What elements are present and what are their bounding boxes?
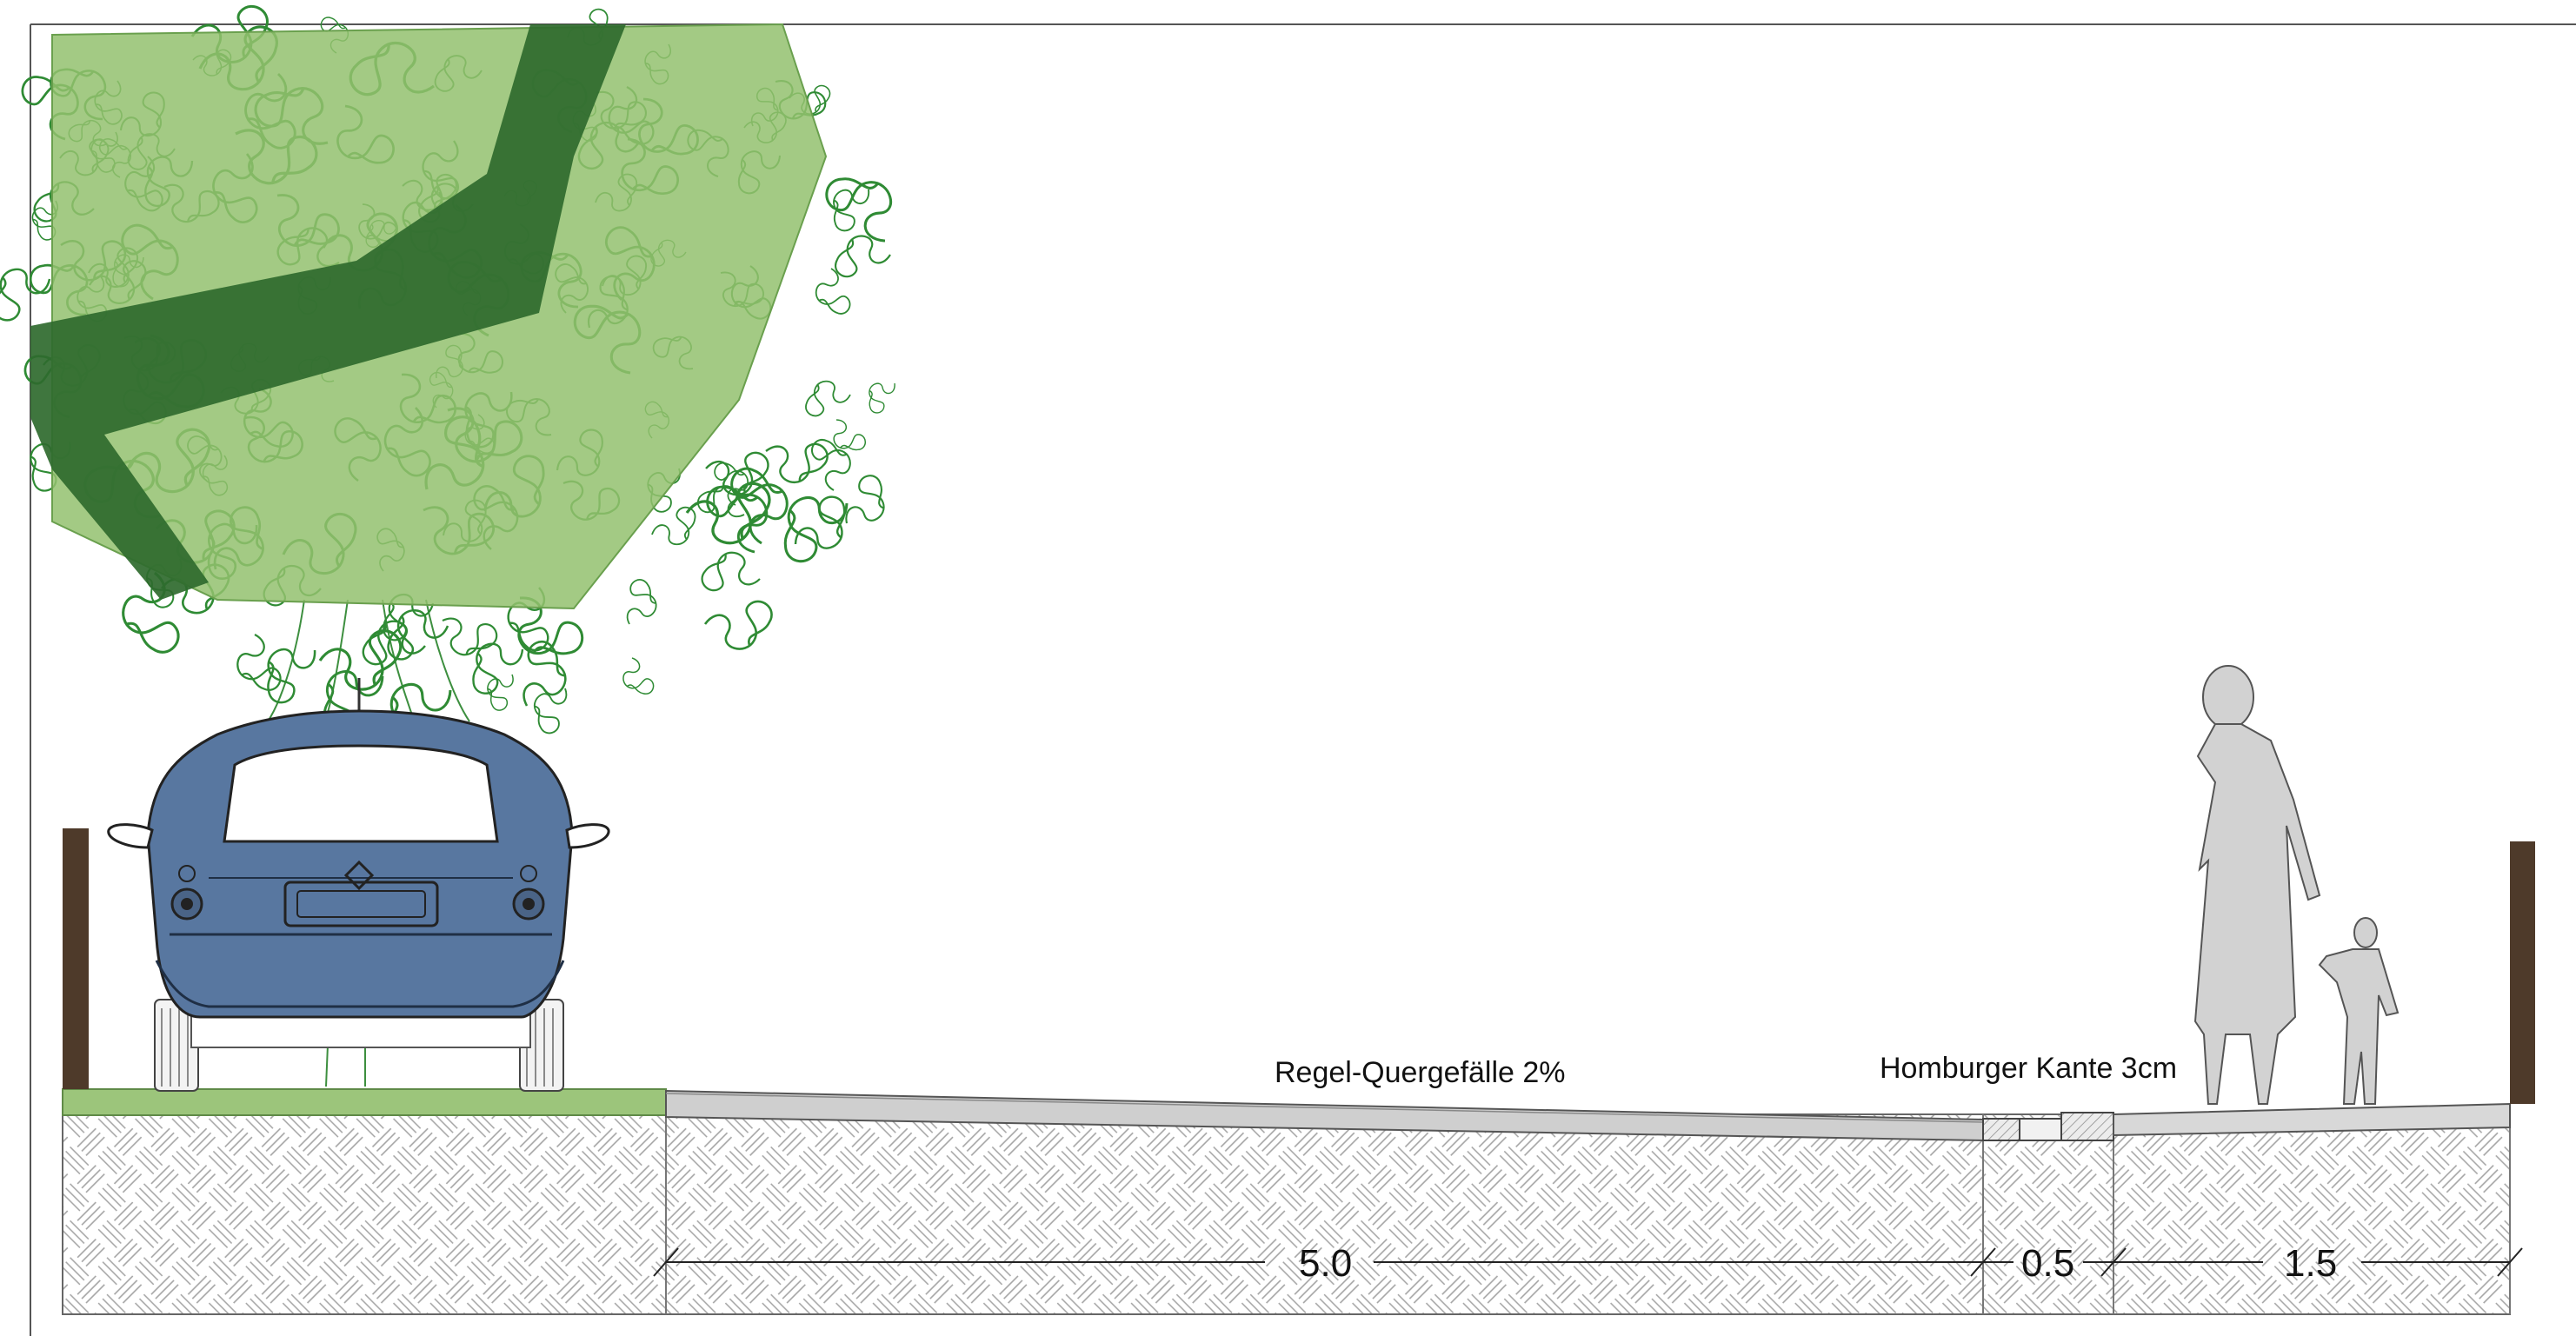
tree-icon	[0, 5, 895, 1087]
dimension-line	[653, 1247, 2523, 1277]
ground-section	[62, 1113, 2511, 1315]
dimension-road: 5.0	[1299, 1242, 1352, 1285]
pedestrian-adult-icon	[2193, 665, 2321, 1105]
dimension-curb: 0.5	[2021, 1242, 2074, 1285]
drawing-frame	[30, 23, 2576, 1336]
curb-homburger-kante	[1982, 1112, 2114, 1141]
car-icon	[107, 678, 610, 1092]
curb-label: Homburger Kante 3cm	[1880, 1052, 2177, 1085]
sidewalk-pavement	[2113, 1102, 2511, 1137]
grass-verge	[62, 1088, 667, 1116]
fence-post-icon	[2510, 841, 2535, 1104]
fence-post-icon	[63, 828, 89, 1089]
cross-slope-label: Regel-Quergefälle 2%	[1275, 1056, 1566, 1089]
pedestrian-child-icon	[2318, 917, 2400, 1105]
dimension-sidewalk: 1.5	[2284, 1242, 2337, 1285]
